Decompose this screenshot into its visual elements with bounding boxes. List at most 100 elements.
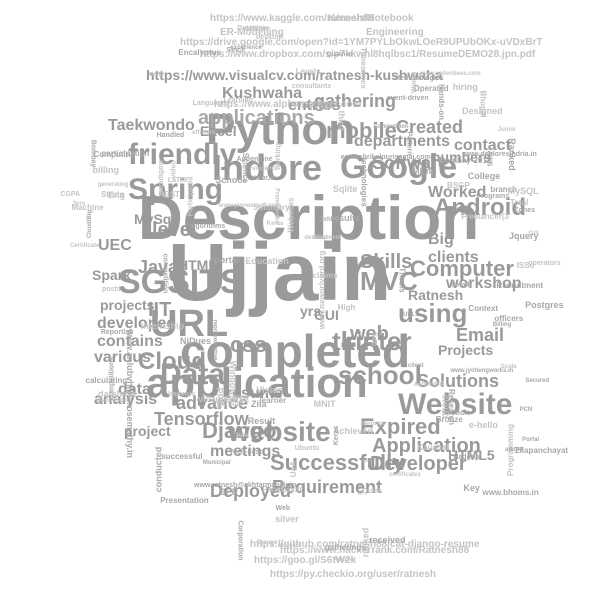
cloud-word: efficient — [192, 129, 216, 136]
cloud-word: using — [398, 298, 468, 328]
cloud-word: Computing — [93, 150, 136, 160]
cloud-word: tkinter — [332, 326, 412, 356]
cloud-word: https://www.dropbox.com/s/p7kkwhl8hqlbsc… — [200, 49, 536, 60]
cloud-word: College — [467, 171, 501, 182]
cloud-word: achieved — [413, 381, 444, 389]
cloud-word: PPTs — [214, 387, 225, 410]
cloud-word: learner — [259, 395, 287, 405]
cloud-word: Summary — [253, 202, 290, 212]
cloud-word: Kushwaha — [222, 85, 303, 102]
cloud-word: developed — [97, 315, 177, 332]
cloud-word: Since — [226, 46, 246, 54]
cloud-word: resume — [226, 385, 283, 402]
cloud-word: Website — [398, 388, 513, 421]
cloud-word: third — [336, 110, 347, 131]
cloud-word: web — [350, 323, 389, 345]
cloud-word: NiDues — [180, 335, 212, 346]
cloud-word: HTML — [178, 257, 217, 273]
cloud-word: ER-Modelling — [220, 27, 284, 38]
cloud-word: contact — [454, 137, 511, 154]
cloud-word: https://www.hackerrank.com/Ratnesh88 — [280, 545, 470, 556]
cloud-word: Taekwondo — [108, 117, 195, 134]
cloud-word: Levels — [295, 66, 321, 76]
cloud-word: Designed — [462, 105, 503, 116]
cloud-word: Key — [463, 483, 480, 494]
cloud-word: representative — [211, 319, 218, 361]
cloud-word: Django — [202, 418, 277, 443]
cloud-word: Keras — [266, 220, 284, 227]
cloud-word: Ujjain — [168, 227, 392, 318]
cloud-word: GIS — [528, 231, 539, 237]
cloud-word: advance — [176, 393, 249, 413]
cloud-word: mentioned — [96, 397, 127, 404]
cloud-word: Projects — [438, 342, 494, 358]
cloud-word: event-driven — [387, 95, 429, 103]
cloud-word: contains — [97, 333, 163, 350]
cloud-word: Excel — [200, 123, 237, 139]
cloud-word: Education — [245, 256, 289, 267]
cloud-word: Thesis — [397, 267, 407, 293]
cloud-word: billing — [92, 164, 119, 175]
cloud-word: section — [441, 408, 470, 418]
cloud-word: meetings — [210, 443, 281, 460]
cloud-word: Achieved — [332, 425, 373, 436]
cloud-word: Cloud — [138, 348, 206, 375]
cloud-word: www.anlubvhiblorosemathy.in — [124, 329, 135, 459]
cloud-word: https://py.checkio.org/user/ratnesh — [270, 569, 436, 580]
cloud-word: Email — [456, 325, 505, 345]
cloud-word: various — [94, 349, 151, 366]
cloud-word: internship — [140, 320, 185, 331]
cloud-word: Sec — [369, 332, 379, 347]
cloud-word: Successfully — [270, 450, 405, 475]
cloud-word: GPP — [218, 486, 238, 497]
cloud-word: Corporation — [236, 520, 244, 561]
cloud-word: Oxford — [318, 216, 339, 223]
cloud-word: Indore — [212, 147, 323, 188]
cloud-word: officers — [494, 314, 524, 324]
cloud-word: Engineering — [366, 27, 424, 38]
cloud-word: www.neworlvord.org — [317, 250, 327, 330]
cloud-word: www.shrikalpurisamaj.com — [340, 154, 431, 162]
cloud-word: CentOS — [252, 175, 275, 182]
cloud-word: Web — [275, 504, 291, 512]
cloud-word: client — [407, 362, 424, 369]
cloud-word: Pattern — [406, 131, 414, 156]
cloud-word: https://www.kaggle.com/ratnesh88 — [210, 13, 375, 24]
cloud-word: www.jyotiengworks.in — [450, 368, 514, 375]
cloud-word: hiring — [452, 81, 478, 92]
cloud-word: calculating — [85, 375, 128, 385]
cloud-word: algorithms — [189, 223, 226, 231]
cloud-word: projects — [100, 297, 155, 313]
cloud-word: gatherings — [324, 543, 366, 553]
cloud-word: data — [118, 381, 151, 398]
cloud-word: Vision — [256, 384, 284, 395]
cloud-word: numbers — [432, 149, 492, 165]
cloud-word: Participated — [187, 176, 195, 217]
cloud-word: Panchayat — [262, 484, 303, 494]
cloud-word: Spark — [92, 267, 131, 283]
cloud-word: Heroku — [279, 543, 300, 550]
cloud-word: skills — [148, 72, 164, 79]
cloud-word: Sqlite — [332, 184, 358, 195]
cloud-word: Ratnesh — [408, 287, 464, 303]
cloud-word: successful — [161, 452, 203, 462]
cloud-word: Appengine — [236, 156, 273, 164]
cloud-word: website — [228, 416, 331, 447]
cloud-word: css — [230, 332, 267, 357]
cloud-word: clients — [428, 249, 479, 266]
cloud-word: experience — [230, 44, 262, 51]
cloud-word: Software — [372, 153, 449, 173]
cloud-word: Big — [428, 231, 454, 248]
cloud-word: B.E — [355, 485, 362, 496]
cloud-word: Keras — [333, 425, 341, 446]
cloud-word: Visual — [220, 398, 244, 408]
cloud-word: participation — [101, 149, 150, 159]
cloud-word: mobile — [326, 118, 397, 143]
cloud-word: departments — [354, 133, 451, 150]
cloud-word: Data — [160, 358, 226, 391]
cloud-word: rank-wise — [301, 103, 335, 111]
cloud-word: Scala — [500, 364, 517, 371]
cloud-word: Skills — [360, 251, 413, 273]
cloud-word: CSE — [316, 105, 329, 112]
cloud-word: URL — [150, 303, 229, 345]
